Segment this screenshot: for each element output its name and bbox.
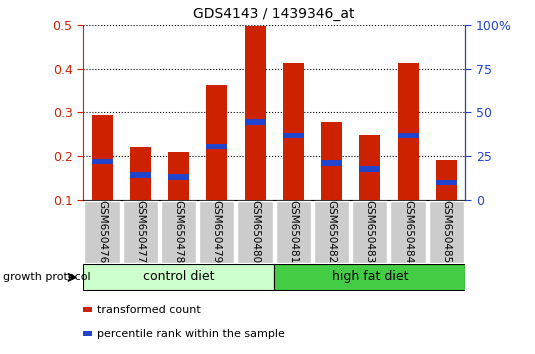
Bar bbox=[321, 160, 342, 166]
Bar bbox=[83, 307, 93, 312]
FancyBboxPatch shape bbox=[85, 201, 120, 263]
Text: GSM650484: GSM650484 bbox=[403, 200, 413, 263]
Bar bbox=[436, 160, 457, 200]
Bar bbox=[168, 174, 189, 179]
Bar bbox=[244, 26, 265, 200]
Text: percentile rank within the sample: percentile rank within the sample bbox=[97, 329, 285, 338]
FancyBboxPatch shape bbox=[276, 201, 311, 263]
Bar bbox=[436, 179, 457, 185]
FancyBboxPatch shape bbox=[352, 201, 387, 263]
Text: GSM650477: GSM650477 bbox=[135, 200, 146, 263]
Bar bbox=[130, 172, 151, 178]
Text: GSM650485: GSM650485 bbox=[441, 200, 452, 263]
FancyBboxPatch shape bbox=[199, 201, 234, 263]
Text: control diet: control diet bbox=[143, 270, 215, 283]
Bar bbox=[360, 166, 380, 172]
FancyBboxPatch shape bbox=[83, 264, 274, 290]
FancyBboxPatch shape bbox=[391, 201, 426, 263]
Title: GDS4143 / 1439346_at: GDS4143 / 1439346_at bbox=[194, 7, 355, 21]
Text: growth protocol: growth protocol bbox=[3, 272, 90, 282]
FancyBboxPatch shape bbox=[314, 201, 349, 263]
Bar bbox=[321, 122, 342, 200]
Text: GSM650479: GSM650479 bbox=[212, 200, 222, 263]
Bar bbox=[283, 63, 304, 200]
Text: GSM650481: GSM650481 bbox=[288, 200, 299, 263]
Text: GSM650478: GSM650478 bbox=[173, 200, 184, 263]
Bar bbox=[130, 147, 151, 200]
FancyBboxPatch shape bbox=[429, 201, 464, 263]
FancyBboxPatch shape bbox=[161, 201, 196, 263]
Bar bbox=[83, 331, 93, 336]
Bar bbox=[283, 133, 304, 138]
FancyBboxPatch shape bbox=[238, 201, 273, 263]
Text: GSM650483: GSM650483 bbox=[365, 200, 375, 263]
Text: GSM650482: GSM650482 bbox=[326, 200, 337, 263]
Text: high fat diet: high fat diet bbox=[332, 270, 408, 283]
Bar bbox=[360, 135, 380, 200]
FancyBboxPatch shape bbox=[274, 264, 465, 290]
Bar bbox=[168, 152, 189, 200]
Text: GSM650480: GSM650480 bbox=[250, 200, 260, 263]
Text: transformed count: transformed count bbox=[97, 305, 201, 315]
Bar bbox=[91, 115, 112, 200]
Bar bbox=[207, 144, 227, 149]
Bar bbox=[244, 119, 265, 125]
FancyBboxPatch shape bbox=[123, 201, 158, 263]
Bar bbox=[91, 159, 112, 164]
Bar bbox=[398, 63, 418, 200]
Bar bbox=[398, 133, 418, 138]
Text: GSM650476: GSM650476 bbox=[97, 200, 107, 263]
Bar bbox=[207, 85, 227, 200]
